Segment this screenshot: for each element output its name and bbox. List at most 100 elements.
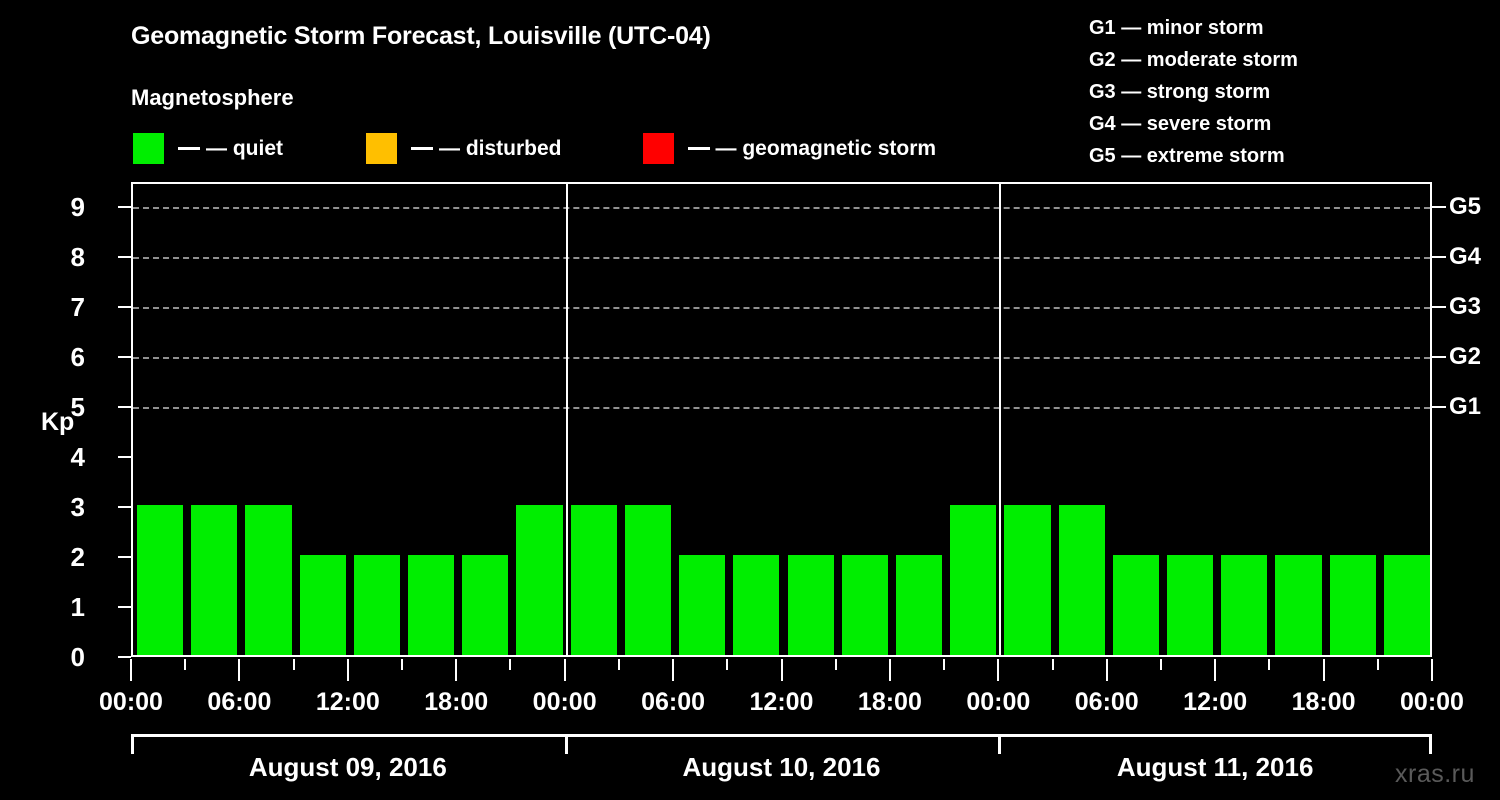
legend-label-storm: — geomagnetic storm bbox=[715, 136, 937, 160]
gridline-kp-9 bbox=[133, 207, 1430, 209]
x-tick-minor bbox=[292, 659, 295, 670]
x-tick-major bbox=[1431, 659, 1433, 681]
x-tick-minor bbox=[1051, 659, 1054, 670]
x-tick-major bbox=[1214, 659, 1217, 681]
y-tick-mark-3 bbox=[118, 506, 131, 508]
x-tick-label: 18:00 bbox=[1291, 688, 1356, 716]
bars-layer bbox=[133, 184, 1430, 655]
day-divider bbox=[999, 184, 1002, 655]
g-legend-row-g4: G4 — severe storm bbox=[1089, 113, 1272, 135]
x-tick-major bbox=[455, 659, 458, 681]
bar bbox=[624, 505, 672, 655]
x-tick-label: 12:00 bbox=[1183, 688, 1248, 716]
g-legend-row-g5: G5 — extreme storm bbox=[1089, 145, 1285, 167]
y-tick-label-1: 1 bbox=[70, 592, 85, 622]
x-tick-label: 18:00 bbox=[424, 688, 489, 716]
g-tick-mark-g4 bbox=[1432, 256, 1446, 258]
bar bbox=[462, 555, 509, 655]
bar bbox=[137, 505, 184, 655]
g-tick-mark-g1 bbox=[1432, 406, 1446, 408]
date-bracket-tick bbox=[998, 734, 1002, 754]
date-bracket-tick bbox=[564, 734, 568, 754]
y-tick-label-6: 6 bbox=[70, 342, 85, 372]
x-tick-label: 00:00 bbox=[532, 688, 597, 716]
g-legend-row-g1: G1 — minor storm bbox=[1089, 17, 1264, 39]
legend-dash-icon bbox=[687, 147, 710, 150]
x-tick-label: 18:00 bbox=[857, 688, 922, 716]
y-tick-mark-7 bbox=[118, 306, 131, 308]
bar bbox=[733, 555, 780, 655]
g-scale-legend: G1 — minor storm G2 — moderate storm G3 … bbox=[1070, 12, 1490, 172]
x-tick-minor bbox=[1159, 659, 1162, 670]
chart-subtitle: Magnetosphere bbox=[131, 85, 294, 110]
y-tick-label-4: 4 bbox=[70, 442, 85, 472]
bar bbox=[1221, 555, 1268, 655]
y-tick-mark-2 bbox=[118, 556, 131, 558]
x-tick-minor bbox=[184, 659, 187, 670]
bar bbox=[841, 555, 888, 655]
x-tick-minor bbox=[834, 659, 837, 670]
date-bracket bbox=[131, 734, 1432, 737]
bar bbox=[950, 505, 997, 655]
bar bbox=[787, 555, 834, 655]
g-tick-label-g2: G2 bbox=[1449, 343, 1482, 370]
x-tick-label: 06:00 bbox=[1074, 688, 1139, 716]
y-axis-title: Kp bbox=[41, 408, 75, 436]
x-tick-minor bbox=[1268, 659, 1271, 670]
legend-item-disturbed: — disturbed bbox=[366, 133, 562, 164]
g-legend-row-g3: G3 — strong storm bbox=[1089, 81, 1271, 103]
y-tick-mark-5 bbox=[118, 406, 131, 408]
g-tick-label-g4: G4 bbox=[1449, 243, 1482, 270]
x-tick-minor bbox=[726, 659, 729, 670]
bar bbox=[1383, 555, 1430, 655]
legend-label-disturbed: — disturbed bbox=[439, 136, 562, 160]
gridline-kp-5 bbox=[133, 407, 1430, 409]
x-tick-major bbox=[780, 659, 783, 681]
bar bbox=[1058, 505, 1105, 655]
bar bbox=[353, 555, 401, 655]
g-tick-mark-g5 bbox=[1432, 206, 1446, 208]
bar bbox=[895, 555, 943, 655]
bar bbox=[1112, 555, 1159, 655]
x-tick-label: 00:00 bbox=[966, 688, 1031, 716]
x-tick-major bbox=[672, 659, 675, 681]
bar bbox=[1275, 555, 1322, 655]
y-tick-label-0: 0 bbox=[70, 642, 85, 672]
x-tick-label: 12:00 bbox=[749, 688, 814, 716]
x-tick-label: 00:00 bbox=[1400, 688, 1464, 716]
bar bbox=[1329, 555, 1376, 655]
y-tick-label-3: 3 bbox=[70, 492, 85, 522]
g-tick-label-g1: G1 bbox=[1449, 393, 1482, 420]
y-tick-label-7: 7 bbox=[70, 292, 85, 322]
legend-dash-icon bbox=[178, 147, 200, 150]
y-tick-mark-0 bbox=[118, 656, 131, 658]
y-tick-label-5: 5 bbox=[70, 392, 85, 422]
x-tick-minor bbox=[509, 659, 512, 670]
x-tick-minor bbox=[943, 659, 946, 670]
date-label: August 09, 2016 bbox=[248, 752, 447, 782]
gridline-kp-6 bbox=[133, 357, 1430, 359]
y-tick-mark-9 bbox=[118, 206, 131, 208]
date-bracket-tick bbox=[1429, 734, 1432, 754]
legend-item-quiet: — quiet bbox=[133, 133, 283, 164]
activity-legend: — quiet — disturbed — geomagnetic storm bbox=[133, 133, 936, 164]
y-tick-label-2: 2 bbox=[70, 542, 85, 572]
y-tick-mark-1 bbox=[118, 606, 131, 608]
bar bbox=[1166, 555, 1214, 655]
y-tick-mark-4 bbox=[118, 456, 131, 458]
g-legend-row-g2: G2 — moderate storm bbox=[1089, 49, 1298, 71]
x-tick-major bbox=[346, 659, 349, 681]
date-bracket-tick bbox=[131, 734, 134, 754]
g-tick-label-g3: G3 bbox=[1449, 293, 1482, 320]
legend-dash-icon bbox=[411, 147, 433, 150]
gridline-kp-7 bbox=[133, 307, 1430, 309]
g-tick-mark-g2 bbox=[1432, 356, 1446, 358]
x-tick-minor bbox=[401, 659, 404, 670]
bar bbox=[408, 555, 455, 655]
x-tick-major bbox=[563, 659, 566, 681]
bar bbox=[191, 505, 238, 655]
legend-label-quiet: — quiet bbox=[206, 136, 283, 160]
bar bbox=[299, 555, 346, 655]
x-tick-label: 12:00 bbox=[315, 688, 380, 716]
